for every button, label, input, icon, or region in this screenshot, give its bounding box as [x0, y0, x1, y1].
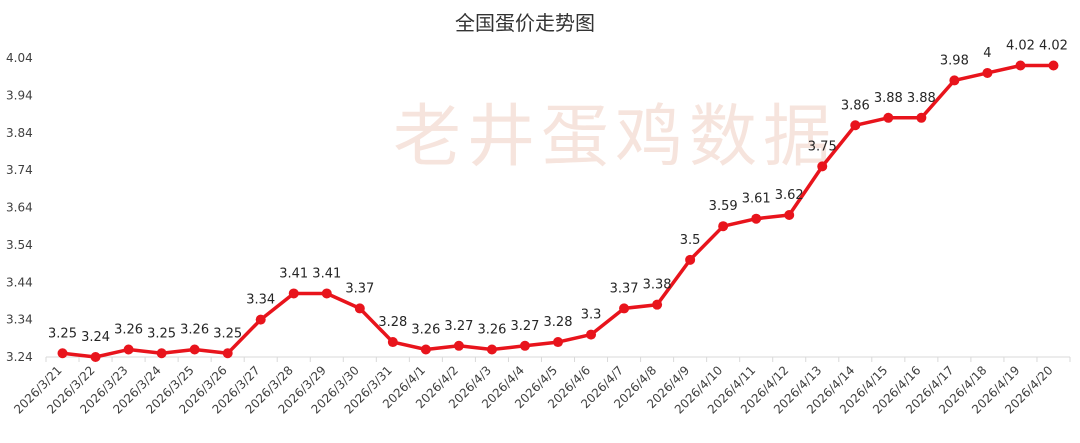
- y-tick-label: 3.84: [6, 126, 33, 140]
- data-point: [453, 340, 464, 351]
- data-label: 3.3: [581, 308, 602, 323]
- y-tick-label: 3.64: [6, 201, 33, 215]
- data-point: [982, 67, 993, 78]
- data-point: [619, 303, 630, 314]
- data-label: 3.28: [378, 315, 407, 330]
- data-point: [255, 314, 266, 325]
- data-label: 3.41: [279, 266, 308, 281]
- data-label: 3.86: [841, 98, 870, 113]
- data-point: [652, 299, 663, 310]
- data-label: 3.28: [544, 315, 573, 330]
- data-label: 4.02: [1039, 38, 1068, 53]
- data-label: 3.88: [907, 91, 936, 106]
- data-point: [486, 344, 497, 355]
- data-point: [850, 120, 861, 131]
- y-axis-ticks: 3.24 3.34 3.44 3.54 3.64 3.74 3.84 3.94 4.04: [6, 51, 33, 364]
- y-tick-label: 3.34: [6, 313, 33, 327]
- y-tick-label: 3.74: [6, 163, 33, 177]
- y-tick-label: 3.44: [6, 275, 33, 289]
- data-label: 3.27: [510, 319, 539, 334]
- data-point: [817, 161, 828, 172]
- data-label: 3.24: [81, 330, 110, 345]
- data-point: [156, 348, 167, 359]
- data-label: 3.26: [114, 323, 143, 338]
- data-label: 3.25: [48, 326, 77, 341]
- x-axis-ticks: 2026/3/212026/3/222026/3/232026/3/242026…: [11, 357, 1071, 417]
- data-label: 3.38: [643, 278, 672, 293]
- data-point: [916, 112, 927, 123]
- y-tick-label: 3.54: [6, 238, 33, 252]
- data-point: [519, 340, 530, 351]
- data-point: [685, 254, 696, 265]
- data-label: 3.5: [680, 233, 701, 248]
- data-label: 3.25: [213, 326, 242, 341]
- data-points: [57, 60, 1059, 362]
- watermark-text: 老井蛋鸡数据: [393, 98, 837, 177]
- chart-title: 全国蛋价走势图: [455, 11, 595, 35]
- y-tick-label: 4.04: [6, 51, 33, 65]
- data-label: 3.27: [444, 319, 473, 334]
- data-point: [784, 209, 795, 220]
- data-point: [553, 337, 563, 348]
- data-point: [420, 344, 431, 355]
- data-point: [123, 344, 134, 355]
- y-tick-label: 3.24: [6, 350, 33, 364]
- data-label: 3.59: [709, 199, 738, 214]
- data-label: 3.41: [312, 266, 341, 281]
- data-label: 3.98: [940, 53, 969, 68]
- data-label: 4: [983, 46, 991, 61]
- data-point: [288, 288, 299, 299]
- y-tick-label: 3.94: [6, 88, 33, 102]
- data-point: [718, 221, 729, 232]
- data-label: 3.88: [874, 91, 903, 106]
- data-point: [354, 303, 365, 314]
- data-point: [1015, 60, 1026, 71]
- data-label: 4.02: [1006, 38, 1035, 53]
- data-label: 3.61: [742, 192, 771, 207]
- data-label: 3.37: [610, 281, 639, 296]
- data-label: 3.75: [808, 139, 837, 154]
- data-point: [1048, 60, 1059, 71]
- data-point: [949, 75, 960, 86]
- data-point: [387, 337, 398, 348]
- data-label: 3.37: [345, 281, 374, 296]
- data-label: 3.26: [411, 323, 440, 338]
- data-label: 3.34: [246, 293, 275, 308]
- data-point: [57, 348, 68, 359]
- data-label: 3.26: [477, 323, 506, 338]
- data-point: [90, 352, 101, 362]
- data-label: 3.25: [147, 326, 176, 341]
- data-point: [189, 344, 200, 355]
- data-point: [222, 348, 233, 359]
- data-labels: 3.25 3.24 3.26 3.25 3.26 3.253.343.41 3.413.37…: [48, 38, 1068, 345]
- data-label: 3.26: [180, 323, 209, 338]
- data-label: 3.62: [775, 188, 804, 203]
- data-point: [586, 329, 597, 340]
- data-point: [751, 213, 762, 224]
- data-point: [883, 112, 894, 123]
- data-point: [321, 288, 332, 299]
